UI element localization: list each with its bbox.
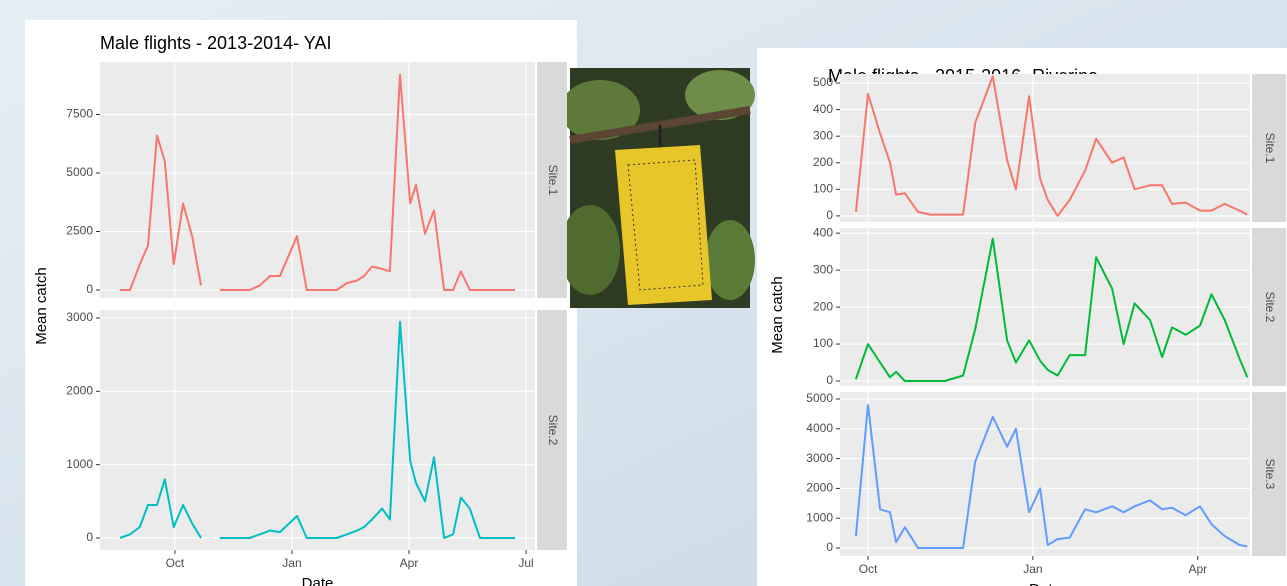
series-line xyxy=(854,237,1249,382)
y-tick-label: 300 xyxy=(813,262,833,276)
series-line xyxy=(854,75,1248,217)
y-tick-label: 100 xyxy=(813,181,833,195)
x-tick-label: Apr xyxy=(400,556,419,570)
sticky-trap xyxy=(615,145,712,305)
panel xyxy=(100,310,535,550)
x-tick-label: Jan xyxy=(1023,562,1042,576)
panel xyxy=(840,74,1250,222)
strip xyxy=(1252,392,1286,556)
series-line xyxy=(854,404,1248,549)
y-tick-label: 3000 xyxy=(806,451,833,465)
x-tick-label: Oct xyxy=(166,556,185,570)
strip-label: Site.1 xyxy=(546,165,560,196)
strip-label: Site.1 xyxy=(1263,133,1277,164)
trap-photo xyxy=(560,68,755,308)
x-tick-label: Jan xyxy=(282,556,301,570)
x-tick-label: Oct xyxy=(859,562,878,576)
strip-label: Site.2 xyxy=(546,415,560,446)
y-tick-label: 0 xyxy=(826,540,833,554)
y-tick-label: 0 xyxy=(826,373,833,387)
y-axis-title: Mean catch xyxy=(33,267,50,345)
y-tick-label: 5000 xyxy=(66,165,93,179)
y-tick-label: 4000 xyxy=(806,421,833,435)
strip-label: Site.2 xyxy=(1263,292,1277,323)
y-tick-label: 5000 xyxy=(806,391,833,405)
panel xyxy=(100,62,535,298)
y-tick-label: 2000 xyxy=(66,383,93,397)
y-tick-label: 200 xyxy=(813,155,833,169)
leaf xyxy=(685,70,755,120)
strip xyxy=(537,62,567,298)
y-tick-label: 1000 xyxy=(66,457,93,471)
strip-label: Site.3 xyxy=(1263,459,1277,490)
y-tick-label: 400 xyxy=(813,225,833,239)
y-tick-label: 1000 xyxy=(806,510,833,524)
y-axis-title: Mean catch xyxy=(769,276,786,354)
y-tick-label: 2000 xyxy=(806,481,833,495)
x-tick-label: Jul xyxy=(518,556,533,570)
series-line xyxy=(119,73,516,291)
strip xyxy=(537,310,567,550)
y-tick-label: 3000 xyxy=(66,310,93,324)
strip xyxy=(1252,74,1286,222)
y-tick-label: 0 xyxy=(826,208,833,222)
x-axis-title: Date xyxy=(302,575,334,586)
y-tick-label: 7500 xyxy=(66,107,93,121)
strip xyxy=(1252,228,1286,386)
y-tick-label: 300 xyxy=(813,128,833,142)
y-tick-label: 500 xyxy=(813,75,833,89)
y-tick-label: 100 xyxy=(813,336,833,350)
x-tick-label: Apr xyxy=(1188,562,1207,576)
leaf xyxy=(560,80,640,140)
x-axis-title: Date xyxy=(1029,581,1061,586)
charts: Male flights - 2013-2014- YAI Mean catch D… xyxy=(33,33,1286,586)
y-tick-label: 200 xyxy=(813,299,833,313)
y-tick-label: 0 xyxy=(86,530,93,544)
leaf xyxy=(705,220,755,300)
y-tick-label: 0 xyxy=(86,282,93,296)
y-tick-label: 400 xyxy=(813,102,833,116)
chart-title: Male flights - 2013-2014- YAI xyxy=(100,33,331,53)
leaf xyxy=(560,205,620,295)
series-line xyxy=(119,320,516,539)
y-tick-label: 2500 xyxy=(66,224,93,238)
